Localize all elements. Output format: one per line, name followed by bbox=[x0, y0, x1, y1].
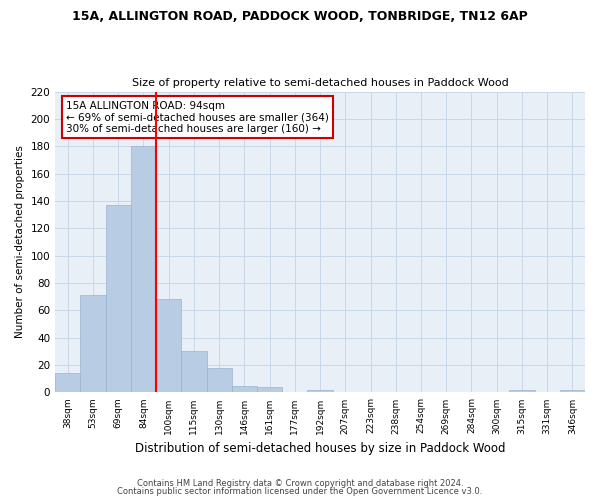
Bar bbox=[80, 296, 106, 392]
Text: 15A ALLINGTON ROAD: 94sqm
← 69% of semi-detached houses are smaller (364)
30% of: 15A ALLINGTON ROAD: 94sqm ← 69% of semi-… bbox=[66, 100, 329, 134]
Title: Size of property relative to semi-detached houses in Paddock Wood: Size of property relative to semi-detach… bbox=[132, 78, 508, 88]
Text: Contains HM Land Registry data © Crown copyright and database right 2024.: Contains HM Land Registry data © Crown c… bbox=[137, 478, 463, 488]
Bar bbox=[560, 390, 585, 392]
Text: 15A, ALLINGTON ROAD, PADDOCK WOOD, TONBRIDGE, TN12 6AP: 15A, ALLINGTON ROAD, PADDOCK WOOD, TONBR… bbox=[72, 10, 528, 23]
Y-axis label: Number of semi-detached properties: Number of semi-detached properties bbox=[15, 146, 25, 338]
Bar bbox=[106, 205, 131, 392]
Bar bbox=[232, 386, 257, 392]
Bar bbox=[257, 387, 282, 392]
Text: Contains public sector information licensed under the Open Government Licence v3: Contains public sector information licen… bbox=[118, 487, 482, 496]
X-axis label: Distribution of semi-detached houses by size in Paddock Wood: Distribution of semi-detached houses by … bbox=[135, 442, 505, 455]
Bar bbox=[156, 300, 181, 392]
Bar bbox=[307, 390, 332, 392]
Bar bbox=[181, 352, 206, 393]
Bar bbox=[131, 146, 156, 392]
Bar bbox=[509, 390, 535, 392]
Bar bbox=[55, 374, 80, 392]
Bar bbox=[206, 368, 232, 392]
